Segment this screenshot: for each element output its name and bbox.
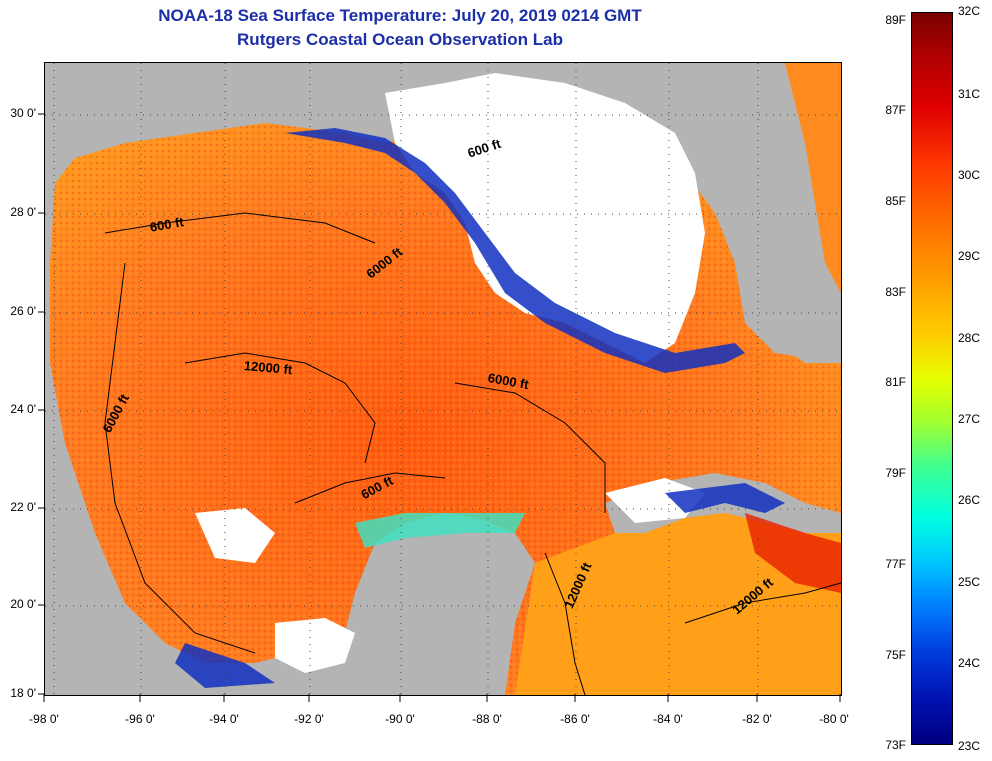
lon-label-98: -98 0' [29,712,59,726]
colorbar-f-89: 89F [885,13,906,27]
colorbar-c-23: 23C [958,739,981,753]
lat-lon-grid [45,63,841,695]
temperature-colorbar [911,12,953,745]
chart-subtitle: Rutgers Coastal Ocean Observation Lab [237,30,563,49]
chart-title: NOAA-18 Sea Surface Temperature: July 20… [158,6,642,25]
colorbar-c-30: 30C [958,168,981,182]
lat-label-20: 20 0' [10,597,36,611]
depth-contour-600-north [104,212,376,244]
colorbar-f-85: 85F [885,194,906,208]
lon-label-80: -80 0' [819,712,849,726]
depth-contour-6000-west [104,262,256,654]
lat-label-24: 24 0' [10,402,36,416]
florida-land [645,73,841,363]
lat-label-26: 26 0' [10,304,36,318]
lon-label-96: -96 0' [125,712,155,726]
colorbar-f-77: 77F [885,557,906,571]
lat-label-18: 18 0' [10,686,36,700]
sst-map[interactable] [44,62,842,696]
colorbar-c-26: 26C [958,493,981,507]
colorbar-f-81: 81F [885,375,906,389]
depth-contour-6000-east [454,382,606,513]
caribbean-water [515,513,841,695]
colorbar-c-24: 24C [958,656,981,670]
yucatan-land [345,513,535,695]
atlantic-water [785,63,841,293]
colorbar-c-25: 25C [958,575,981,589]
colorbar-f-83: 83F [885,285,906,299]
depth-contour-12000-se [684,582,841,624]
lon-label-88: -88 0' [472,712,502,726]
cloud-patch-yucatan [275,618,355,673]
lon-label-92: -92 0' [294,712,324,726]
cool-band-bay-campeche [355,513,525,548]
lat-label-30: 30 0' [10,106,36,120]
cold-band-cuba [665,483,785,513]
axis-ticks [38,113,841,702]
colorbar-f-79: 79F [885,466,906,480]
warm-spot-caribbean [745,513,841,593]
lon-label-94: -94 0' [209,712,239,726]
lat-label-28: 28 0' [10,205,36,219]
cloud-cover [385,73,705,363]
lat-label-22: 22 0' [10,500,36,514]
colorbar-c-29: 29C [958,249,981,263]
lon-label-84: -84 0' [653,712,683,726]
colorbar-f-87: 87F [885,103,906,117]
colorbar-c-27: 27C [958,412,981,426]
depth-contour-600-south [294,472,446,504]
colorbar-f-73: 73F [885,738,906,752]
depth-contour-12000-caribbean [544,552,586,695]
colorbar-c-28: 28C [958,331,981,345]
cloud-patch-cuba [605,478,705,523]
colorbar-f-75: 75F [885,648,906,662]
lon-label-82: -82 0' [742,712,772,726]
colorbar-c-31: 31C [958,87,981,101]
cloud-patch-center [195,508,275,563]
colorbar-c-32: 32C [958,4,981,18]
lon-label-86: -86 0' [560,712,590,726]
lon-label-90: -90 0' [385,712,415,726]
depth-contour-12000 [184,352,376,464]
